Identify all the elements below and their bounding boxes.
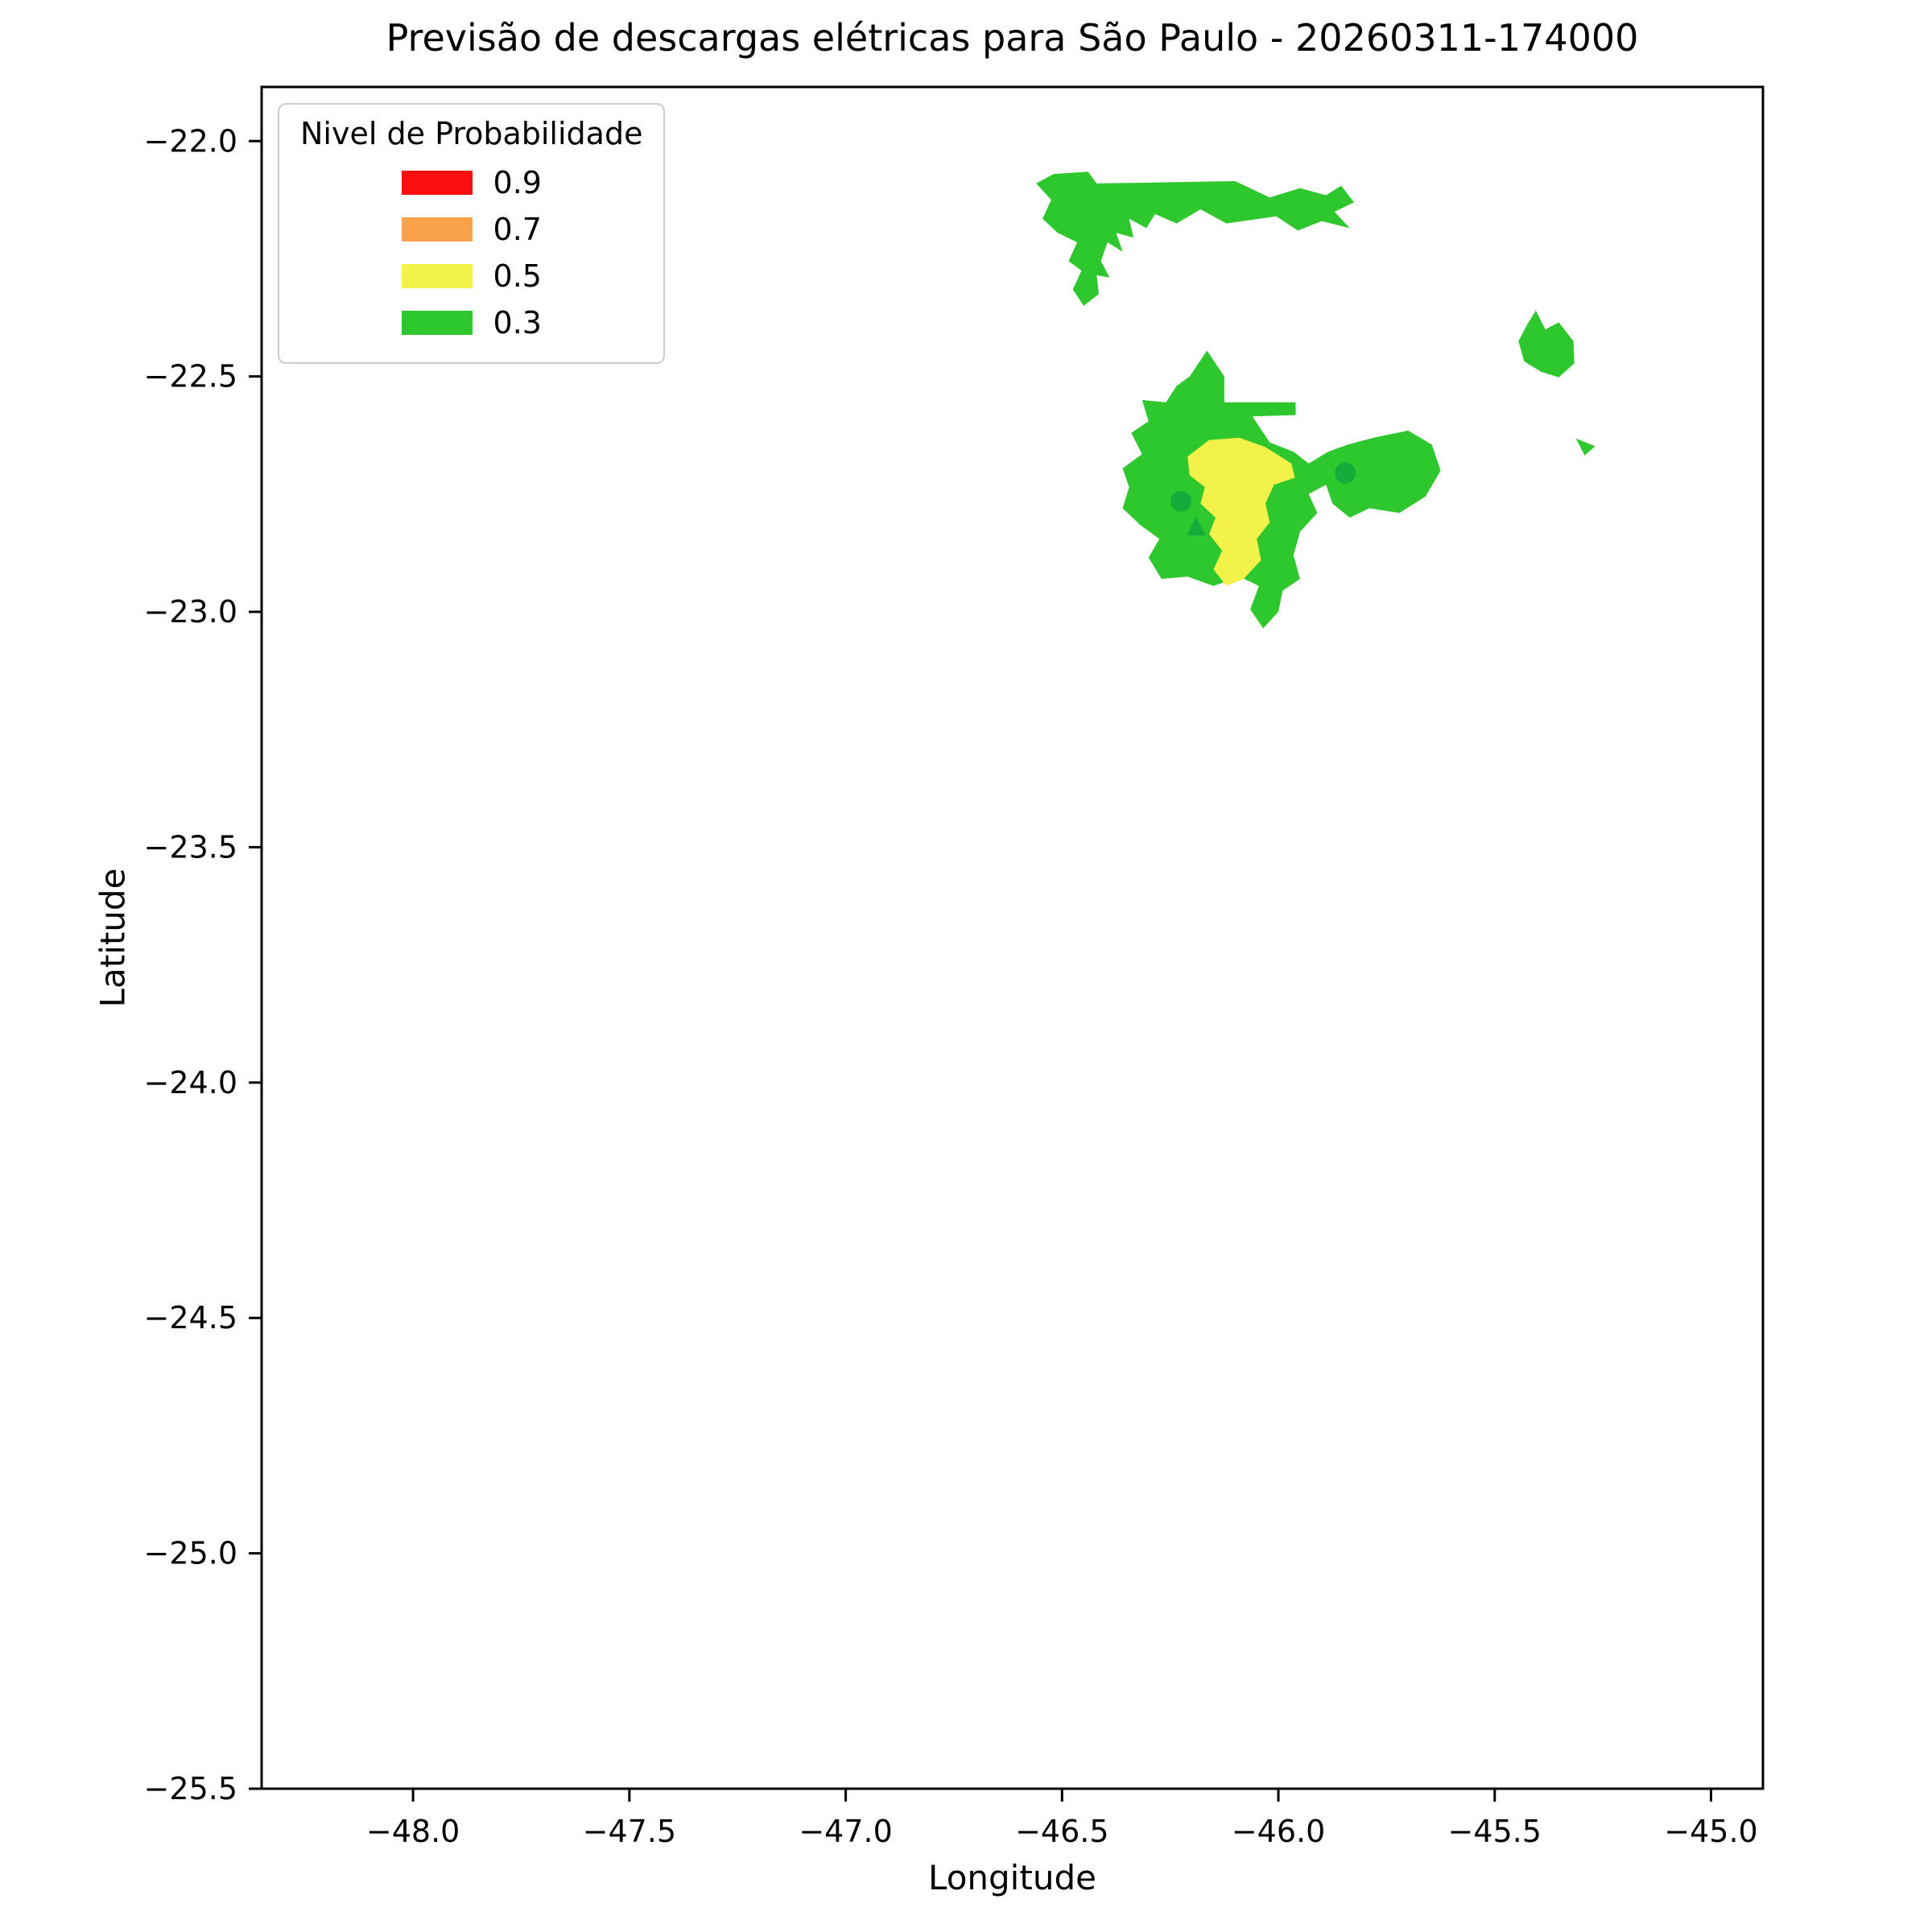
legend-entry-0.3: 0.3	[401, 305, 542, 341]
probability-region-north-band	[1036, 171, 1355, 306]
x-tick-label: −47.0	[799, 1814, 892, 1849]
y-tick-label: −22.5	[144, 359, 237, 394]
probability-region-central-core	[1187, 437, 1295, 586]
y-tick-label: −25.5	[144, 1771, 237, 1806]
legend-swatch-icon	[401, 217, 473, 242]
legend-entry-0.5: 0.5	[401, 258, 542, 294]
station-marker-triangle	[1187, 516, 1206, 536]
y-tick-label: −24.5	[144, 1300, 237, 1335]
x-tick-label: −47.5	[583, 1814, 676, 1849]
probability-region-central-blob	[1122, 350, 1441, 629]
y-tick-label: −24.0	[144, 1065, 237, 1100]
legend-swatch-icon	[401, 264, 473, 288]
probability-region-east-speck	[1575, 438, 1596, 456]
x-axis-label: Longitude	[928, 1858, 1096, 1897]
y-tick-label: −22.0	[144, 123, 237, 159]
legend-title: Nivel de Probabilidade	[300, 116, 643, 151]
y-tick-label: −23.5	[144, 829, 237, 865]
axes-frame	[260, 85, 1765, 1790]
legend-swatch-icon	[401, 311, 473, 335]
station-marker	[1335, 462, 1356, 484]
chart-title: Previsão de descargas elétricas para São…	[386, 16, 1639, 60]
x-tick-label: −45.5	[1448, 1814, 1542, 1849]
x-tick-label: −46.0	[1232, 1814, 1325, 1849]
station-marker	[1170, 490, 1192, 512]
legend-entry-0.9: 0.9	[401, 165, 542, 200]
x-tick-label: −48.0	[366, 1814, 460, 1849]
probability-region-east-blob	[1518, 310, 1575, 378]
x-tick-label: −45.0	[1664, 1814, 1757, 1849]
legend-entry-label: 0.9	[493, 165, 542, 200]
legend-swatch-icon	[401, 171, 473, 195]
legend-entries: 0.9 0.7 0.5 0.3	[401, 159, 542, 346]
legend-entry-0.7: 0.7	[401, 212, 542, 247]
y-tick-label: −25.0	[144, 1536, 237, 1571]
legend-entry-label: 0.7	[493, 212, 542, 247]
legend-entry-label: 0.3	[493, 305, 542, 341]
x-tick-label: −46.5	[1015, 1814, 1108, 1849]
legend: Nivel de Probabilidade 0.9 0.7 0.5 0.3	[278, 103, 666, 364]
legend-entry-label: 0.5	[493, 258, 542, 294]
y-tick-label: −23.0	[144, 594, 237, 630]
